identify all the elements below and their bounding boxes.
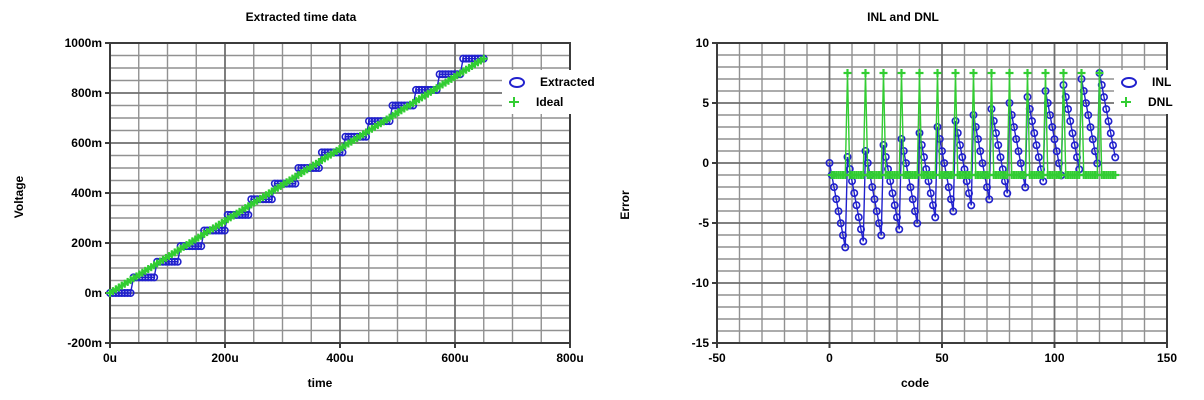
x-tick-label: 200u (211, 351, 238, 365)
plot-grid (109, 42, 571, 344)
legend-label: DNL (1148, 95, 1173, 109)
circle-marker-icon (1121, 76, 1137, 88)
x-tick-label: 0u (103, 351, 117, 365)
y-tick-label: -15 (692, 336, 710, 350)
series-dnl (827, 69, 1120, 179)
legend-item-inl: INL (1120, 72, 1173, 92)
y-tick-label: -200m (67, 336, 102, 350)
y-axis-label: Voltage (12, 175, 26, 219)
y-tick-label: 0 (702, 156, 709, 170)
legend-item-dnl: DNL (1120, 92, 1173, 112)
x-tick-label: -50 (708, 351, 726, 365)
extracted-time-data-plot: 0u 200u 400u 600u 800u 1000m 800m 600m 400m 200m 0… (65, 36, 584, 365)
y-tick-label: 0m (85, 286, 102, 300)
plus-marker-icon (1121, 97, 1133, 107)
legend-label: INL (1152, 75, 1172, 89)
chart-title: INL and DNL (867, 10, 939, 24)
legend: INL DNL (1114, 70, 1181, 114)
y-tick-label: 400m (71, 186, 102, 200)
series-ideal (106, 54, 488, 297)
chart-title: Extracted time data (245, 10, 357, 24)
legend-label: Ideal (536, 95, 564, 109)
axis-ticks: 0u 200u 400u 600u 800u 1000m 800m 600m 400m 200m 0… (65, 36, 584, 365)
plus-marker-icon (509, 97, 521, 107)
x-tick-label: 50 (935, 351, 949, 365)
extracted-time-data-chart: 0u 200u 400u 600u 800u 1000m 800m 600m 400m 200m 0… (12, 10, 603, 390)
circle-marker-icon (509, 76, 525, 88)
x-tick-label: 600u (441, 351, 468, 365)
legend-item-extracted: Extracted (508, 72, 595, 92)
legend: Extracted Ideal (502, 70, 603, 114)
y-tick-label: 5 (702, 96, 709, 110)
x-axis-label: code (900, 376, 930, 390)
y-tick-label: 200m (71, 236, 102, 250)
x-axis-label: time (307, 376, 333, 390)
y-tick-label: -10 (692, 276, 710, 290)
y-tick-label: 10 (696, 36, 710, 50)
x-tick-label: 0 (826, 351, 833, 365)
legend-item-ideal: Ideal (508, 92, 595, 112)
x-tick-label: 800u (556, 351, 583, 365)
y-tick-label: 1000m (65, 36, 102, 50)
y-tick-label: 600m (71, 136, 102, 150)
y-tick-label: -5 (698, 216, 709, 230)
inl-dnl-chart: -50 0 50 100 150 10 5 0 -5 -10 -15 INL and DNL Err… (602, 0, 1204, 400)
x-tick-label: 100 (1044, 351, 1064, 365)
legend-label: Extracted (540, 75, 595, 89)
x-tick-label: 400u (326, 351, 353, 365)
x-tick-label: 150 (1157, 351, 1177, 365)
y-tick-label: 800m (71, 86, 102, 100)
y-axis-label: Error (618, 190, 632, 220)
